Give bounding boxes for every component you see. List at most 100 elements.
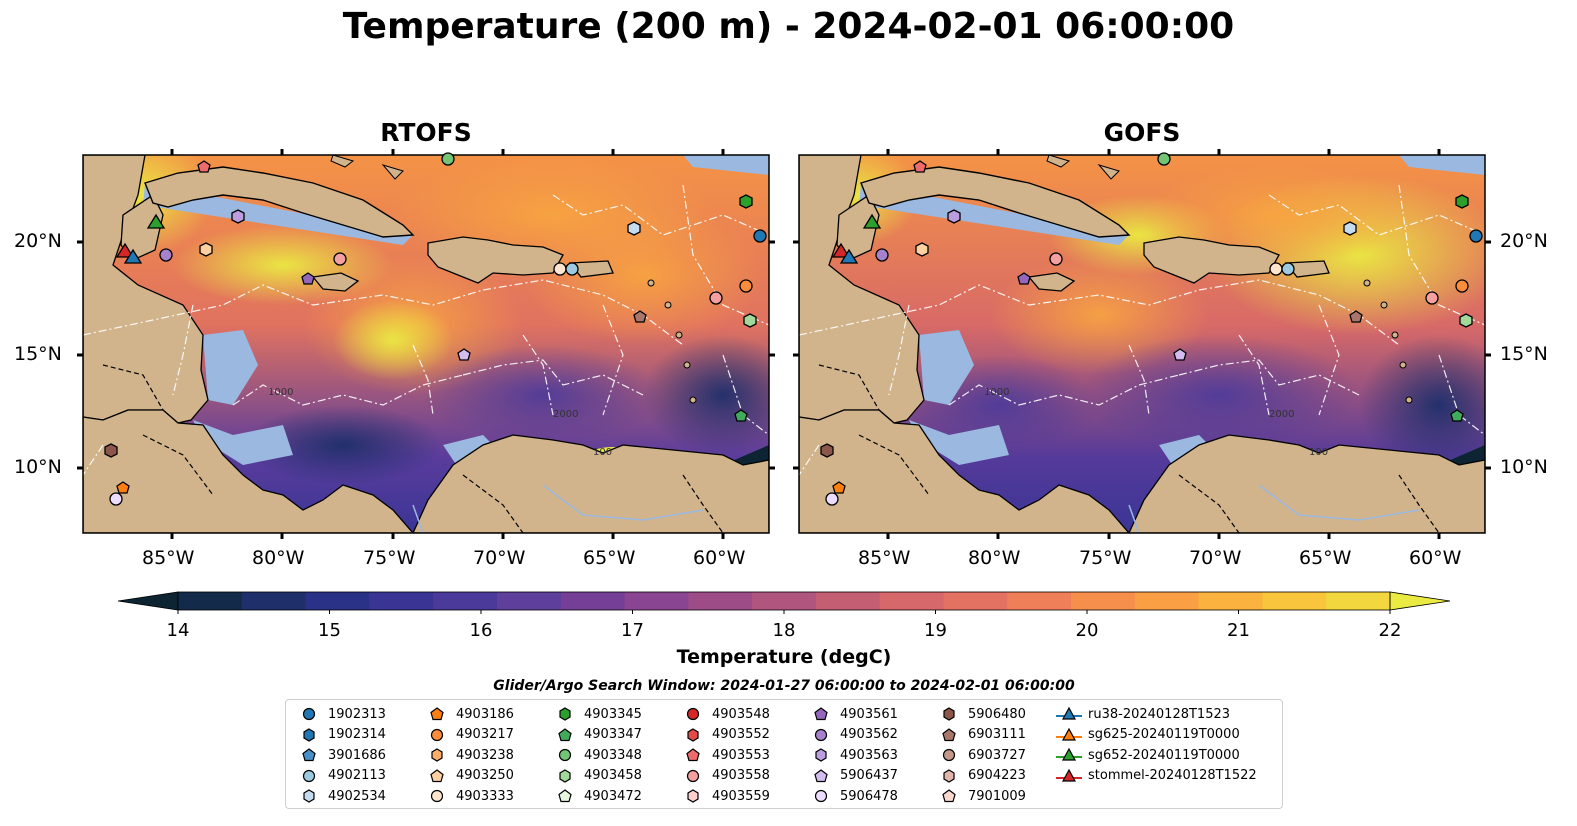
- legend-label: 5906437: [840, 768, 898, 784]
- legend-item: 4903186: [424, 704, 514, 724]
- lat-tick-label: 15°N: [1500, 343, 1548, 365]
- contour-label: 1000: [268, 387, 293, 398]
- lon-tick-label: 75°W: [363, 547, 416, 569]
- lon-tick-label: 60°W: [1409, 547, 1462, 569]
- pentagon-icon: [558, 789, 572, 803]
- colorbar-segment: [241, 592, 307, 610]
- legend-item: 4903562: [808, 725, 898, 745]
- hexagon-icon: [687, 727, 699, 742]
- legend-item: ru38-20240128T1523: [1056, 704, 1230, 724]
- legend-item: 4903553: [680, 745, 770, 765]
- pentagon-icon: [430, 707, 444, 721]
- colorbar-segment: [1007, 592, 1072, 610]
- legend-item: 6903111: [936, 725, 1026, 745]
- legend-item: 4902113: [296, 766, 386, 786]
- legend-label: 4903559: [712, 788, 770, 804]
- legend-label: 1902314: [328, 727, 386, 743]
- legend-item: 4903559: [680, 786, 770, 806]
- legend-label: 6903111: [968, 727, 1026, 743]
- hexagon-icon: [559, 707, 571, 721]
- legend-label: 6903727: [968, 747, 1026, 763]
- contour-label: 2000: [1269, 409, 1294, 420]
- legend-label: 4903250: [456, 768, 514, 784]
- legend-item: stommel-20240128T1522: [1056, 766, 1257, 786]
- colorbar-tick-label: 21: [1227, 620, 1250, 641]
- legend-item: 4903561: [808, 704, 898, 724]
- hexagon-icon: [303, 789, 315, 804]
- colorbar-tick-label: 19: [924, 620, 947, 641]
- hexagon-icon: [943, 707, 955, 721]
- colorbar-tick-label: 14: [166, 620, 190, 641]
- legend-item: 4903250: [424, 766, 514, 786]
- colorbar-segment: [369, 592, 434, 610]
- legend-label: 4903348: [584, 747, 642, 763]
- circle-icon: [302, 707, 316, 721]
- lon-tick-label: 70°W: [1189, 547, 1242, 569]
- colorbar-label: Temperature (degC): [676, 646, 892, 668]
- legend-label: 4903552: [712, 727, 770, 743]
- contour-label: 1000: [984, 387, 1009, 398]
- hexagon-icon: [815, 748, 827, 762]
- lat-tick-label: 20°N: [14, 230, 62, 252]
- legend-item: 5906480: [936, 704, 1026, 724]
- colorbar-segment: [688, 592, 753, 610]
- contour-label: 100: [1309, 447, 1328, 458]
- legend-item: 4903333: [424, 786, 514, 806]
- legend-item: 4903238: [424, 745, 514, 765]
- colorbar-tick-label: 18: [772, 620, 796, 641]
- triangle-line-icon: [1056, 706, 1082, 720]
- circle-icon: [814, 790, 828, 803]
- legend-item: 1902314: [296, 725, 386, 745]
- lat-tick-label: 20°N: [1500, 230, 1548, 252]
- colorbar-segment: [752, 592, 817, 610]
- legend-item: 3901686: [296, 745, 386, 765]
- legend-item: 4903558: [680, 766, 770, 786]
- legend-item: 4903472: [552, 786, 642, 806]
- colorbar-segment: [1326, 592, 1391, 610]
- legend-item: 4903348: [552, 745, 642, 765]
- legend-label: 4903553: [712, 747, 770, 763]
- colorbar-segment: [1071, 592, 1136, 610]
- legend-label: 4903217: [456, 727, 514, 743]
- legend-label: 4903345: [584, 706, 642, 722]
- legend-item: 1902313: [296, 704, 386, 724]
- legend-label: 4903333: [456, 788, 514, 804]
- colorbar-segment: [305, 592, 370, 610]
- legend-label: 5906478: [840, 788, 898, 804]
- colorbar-segment: [433, 592, 498, 610]
- legend-label: stommel-20240128T1522: [1088, 768, 1257, 784]
- legend-label: 4902534: [328, 788, 386, 804]
- legend-item: 5906478: [808, 786, 898, 806]
- lon-tick-label: 85°W: [858, 547, 911, 569]
- hexagon-icon: [431, 748, 443, 762]
- pentagon-icon: [430, 769, 444, 782]
- lon-tick-label: 65°W: [1299, 547, 1352, 569]
- lon-tick-label: 80°W: [252, 547, 305, 569]
- legend-item: 4903458: [552, 766, 642, 786]
- legend-item: 4903217: [424, 725, 514, 745]
- legend-item: 6903727: [936, 745, 1026, 765]
- colorbar-tick-label: 17: [621, 620, 644, 641]
- legend-label: sg652-20240119T0000: [1088, 747, 1240, 763]
- hexagon-icon: [687, 789, 699, 804]
- legend-item: 4902534: [296, 786, 386, 806]
- lon-tick-label: 70°W: [473, 547, 526, 569]
- lon-tick-label: 85°W: [142, 547, 195, 569]
- circle-icon: [942, 749, 956, 762]
- legend-label: 4903548: [712, 706, 770, 722]
- rtofs-markers: [104, 152, 767, 506]
- pentagon-icon: [814, 769, 828, 782]
- legend-label: 4903186: [456, 706, 514, 722]
- legend-item: 4903563: [808, 745, 898, 765]
- legend-label: 4903562: [840, 727, 898, 743]
- circle-icon: [430, 790, 444, 803]
- legend-label: 4902113: [328, 768, 386, 784]
- rtofs-map: 1000 100 2000: [82, 154, 770, 534]
- lat-tick-label: 15°N: [14, 343, 62, 365]
- legend-label: sg625-20240119T0000: [1088, 727, 1240, 743]
- legend-label: 5906480: [968, 706, 1026, 722]
- legend-item: 6904223: [936, 766, 1026, 786]
- colorbar-segment: [943, 592, 1008, 610]
- hexagon-icon: [559, 769, 571, 783]
- triangle-line-icon: [1056, 727, 1082, 741]
